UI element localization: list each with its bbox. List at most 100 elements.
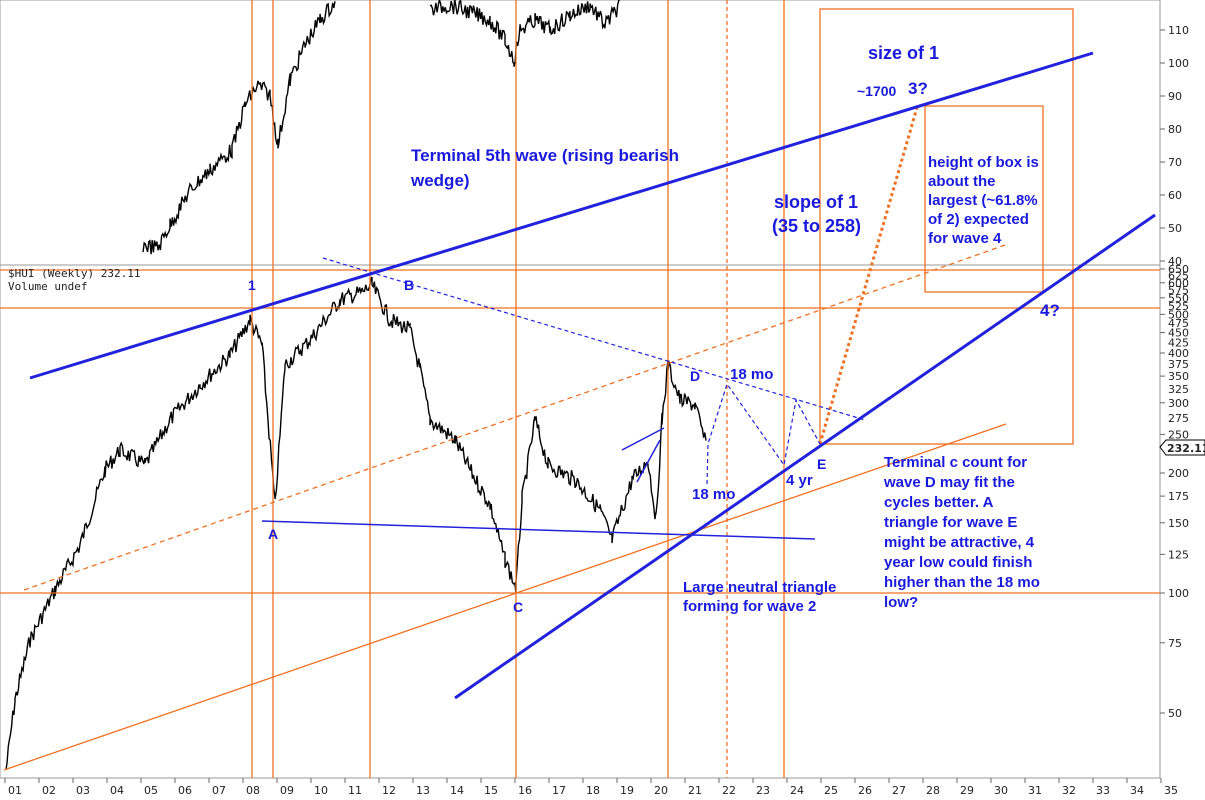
terminal-c-line6: year low could finish (884, 554, 1032, 571)
y-upper-tick-label: 80 (1168, 123, 1182, 136)
y-lower-tick-label: 50 (1168, 707, 1182, 720)
y-lower-minor-tick-label: 625 (1168, 270, 1189, 283)
x-tick-label: 06 (178, 784, 192, 797)
slope-line2: (35 to 258) (772, 216, 861, 236)
large-triangle-line2: forming for wave 2 (683, 598, 816, 615)
cycle-lines (0, 0, 1160, 778)
target-1700-label: ~1700 (857, 83, 897, 99)
x-tick-label: 25 (824, 784, 838, 797)
y-lower-tick-label: 500 (1168, 308, 1189, 321)
y-lower-tick-label: 250 (1168, 428, 1189, 441)
large-triangle-line1: Large neutral triangle (683, 579, 836, 596)
volume-header: Volume undef (8, 280, 87, 293)
x-tick-label: 14 (450, 784, 464, 797)
y-lower-minor-tick-label: 375 (1168, 358, 1189, 371)
x-tick-label: 09 (280, 784, 294, 797)
mo18-top-label: 18 mo (730, 366, 773, 383)
box-line2: about the (928, 173, 996, 190)
x-tick-label: 21 (688, 784, 702, 797)
x-tick-label: 04 (110, 784, 124, 797)
x-tick-label: 28 (926, 784, 940, 797)
wedge-upper-line (29, 51, 1094, 380)
terminal-c-line8: low? (884, 594, 918, 611)
x-axis-ticks: 01 02 03 04 05 06 07 08 09 10 11 12 13 14 15 16 17 18 19 20… (4, 778, 1178, 797)
wave-label-a: A (268, 526, 278, 542)
terminal-c-line3: cycles better. A (884, 494, 994, 511)
box-line1: height of box is (928, 154, 1039, 171)
y-lower-minor-tick-label: 425 (1168, 337, 1189, 350)
last-price-tag: 232.11 (1159, 439, 1205, 456)
terminal-c-line5: might be attractive, 4 (884, 534, 1035, 551)
orange-lower-trendline (3, 423, 1007, 771)
y-lower-tick-label: 125 (1168, 548, 1189, 561)
y-lower-tick-label: 450 (1168, 327, 1189, 340)
y-lower-tick-label: 400 (1168, 347, 1189, 360)
y-lower-tick-label: 650 (1168, 263, 1189, 276)
x-tick-label: 07 (212, 784, 226, 797)
text-annotations: size of 1 ~1700 Terminal 5th wave (risin… (410, 43, 1040, 615)
wedge-lower-line (454, 213, 1156, 700)
x-tick-label: 24 (790, 784, 804, 797)
y-lower-tick-label: 200 (1168, 467, 1189, 480)
y-lower-minor-tick-label: 275 (1168, 412, 1189, 425)
box-line4: of 2) expected (928, 211, 1029, 228)
terminal-5th-line2: wedge) (410, 171, 470, 190)
main-price-path (5, 276, 707, 770)
terminal-c-line1: Terminal c count for (884, 454, 1027, 471)
terminal-5th-line1: Terminal 5th wave (rising bearish (411, 146, 679, 165)
projected-wave-e-path (706, 382, 821, 485)
wave-label-1: 1 (248, 277, 256, 293)
x-tick-label: 03 (76, 784, 90, 797)
y-lower-minor-tick-label: 575 (1168, 284, 1189, 297)
y-upper-tick-label: 60 (1168, 189, 1182, 202)
x-tick-label: 16 (518, 784, 532, 797)
y-upper-tick-label: 50 (1168, 222, 1182, 235)
y-axis-upper-ticks: 110 100 90 80 70 60 50 40 (1160, 24, 1189, 268)
inset-price-line (142, 0, 621, 255)
x-tick-label: 31 (1028, 784, 1042, 797)
y-upper-tick-label: 90 (1168, 90, 1182, 103)
x-tick-label: 27 (892, 784, 906, 797)
x-tick-label: 26 (858, 784, 872, 797)
yr4-label: 4 yr (786, 472, 813, 489)
terminal-c-line7: higher than the 18 mo (884, 574, 1040, 591)
wave-c-of-d-line (621, 427, 665, 451)
wave-label-b: B (404, 277, 414, 293)
x-tick-label: 29 (960, 784, 974, 797)
box-line5: for wave 4 (928, 230, 1002, 247)
mo18-low-label: 18 mo (692, 486, 735, 503)
y-lower-minor-tick-label: 475 (1168, 317, 1189, 330)
x-tick-label: 08 (246, 784, 260, 797)
wave-c-of-d-line2 (636, 439, 661, 483)
y-lower-tick-label: 350 (1168, 370, 1189, 383)
y-upper-tick-label: 100 (1168, 57, 1189, 70)
y-upper-tick-label: 70 (1168, 156, 1182, 169)
terminal-c-line4: triangle for wave E (884, 514, 1017, 531)
y-lower-tick-label: 75 (1168, 637, 1182, 650)
x-tick-label: 30 (994, 784, 1008, 797)
x-tick-label: 34 (1130, 784, 1144, 797)
x-tick-label: 11 (348, 784, 362, 797)
x-tick-label: 05 (144, 784, 158, 797)
x-tick-label: 12 (382, 784, 396, 797)
main-price-line (5, 276, 707, 770)
y-lower-tick-label: 600 (1168, 277, 1189, 290)
terminal-c-line2: wave D may fit the (883, 474, 1015, 491)
wave-label-e: E (817, 456, 826, 472)
inset-price-path-a (142, 1, 336, 255)
x-tick-label: 17 (552, 784, 566, 797)
y-lower-tick-label: 150 (1168, 517, 1189, 530)
y-lower-tick-label: 175 (1168, 490, 1189, 503)
x-tick-label: 13 (416, 784, 430, 797)
last-price-label: 232.11 (1167, 442, 1205, 455)
y-lower-tick-label: 100 (1168, 587, 1189, 600)
triangle-lower-line (261, 520, 816, 540)
wave-labels: 1 A B C D E 3? 4? (248, 79, 1060, 615)
orange-dotted-projection (818, 103, 920, 445)
x-tick-label: 23 (756, 784, 770, 797)
wave-label-3: 3? (908, 79, 928, 98)
x-tick-label: 33 (1096, 784, 1110, 797)
x-tick-label: 32 (1062, 784, 1076, 797)
